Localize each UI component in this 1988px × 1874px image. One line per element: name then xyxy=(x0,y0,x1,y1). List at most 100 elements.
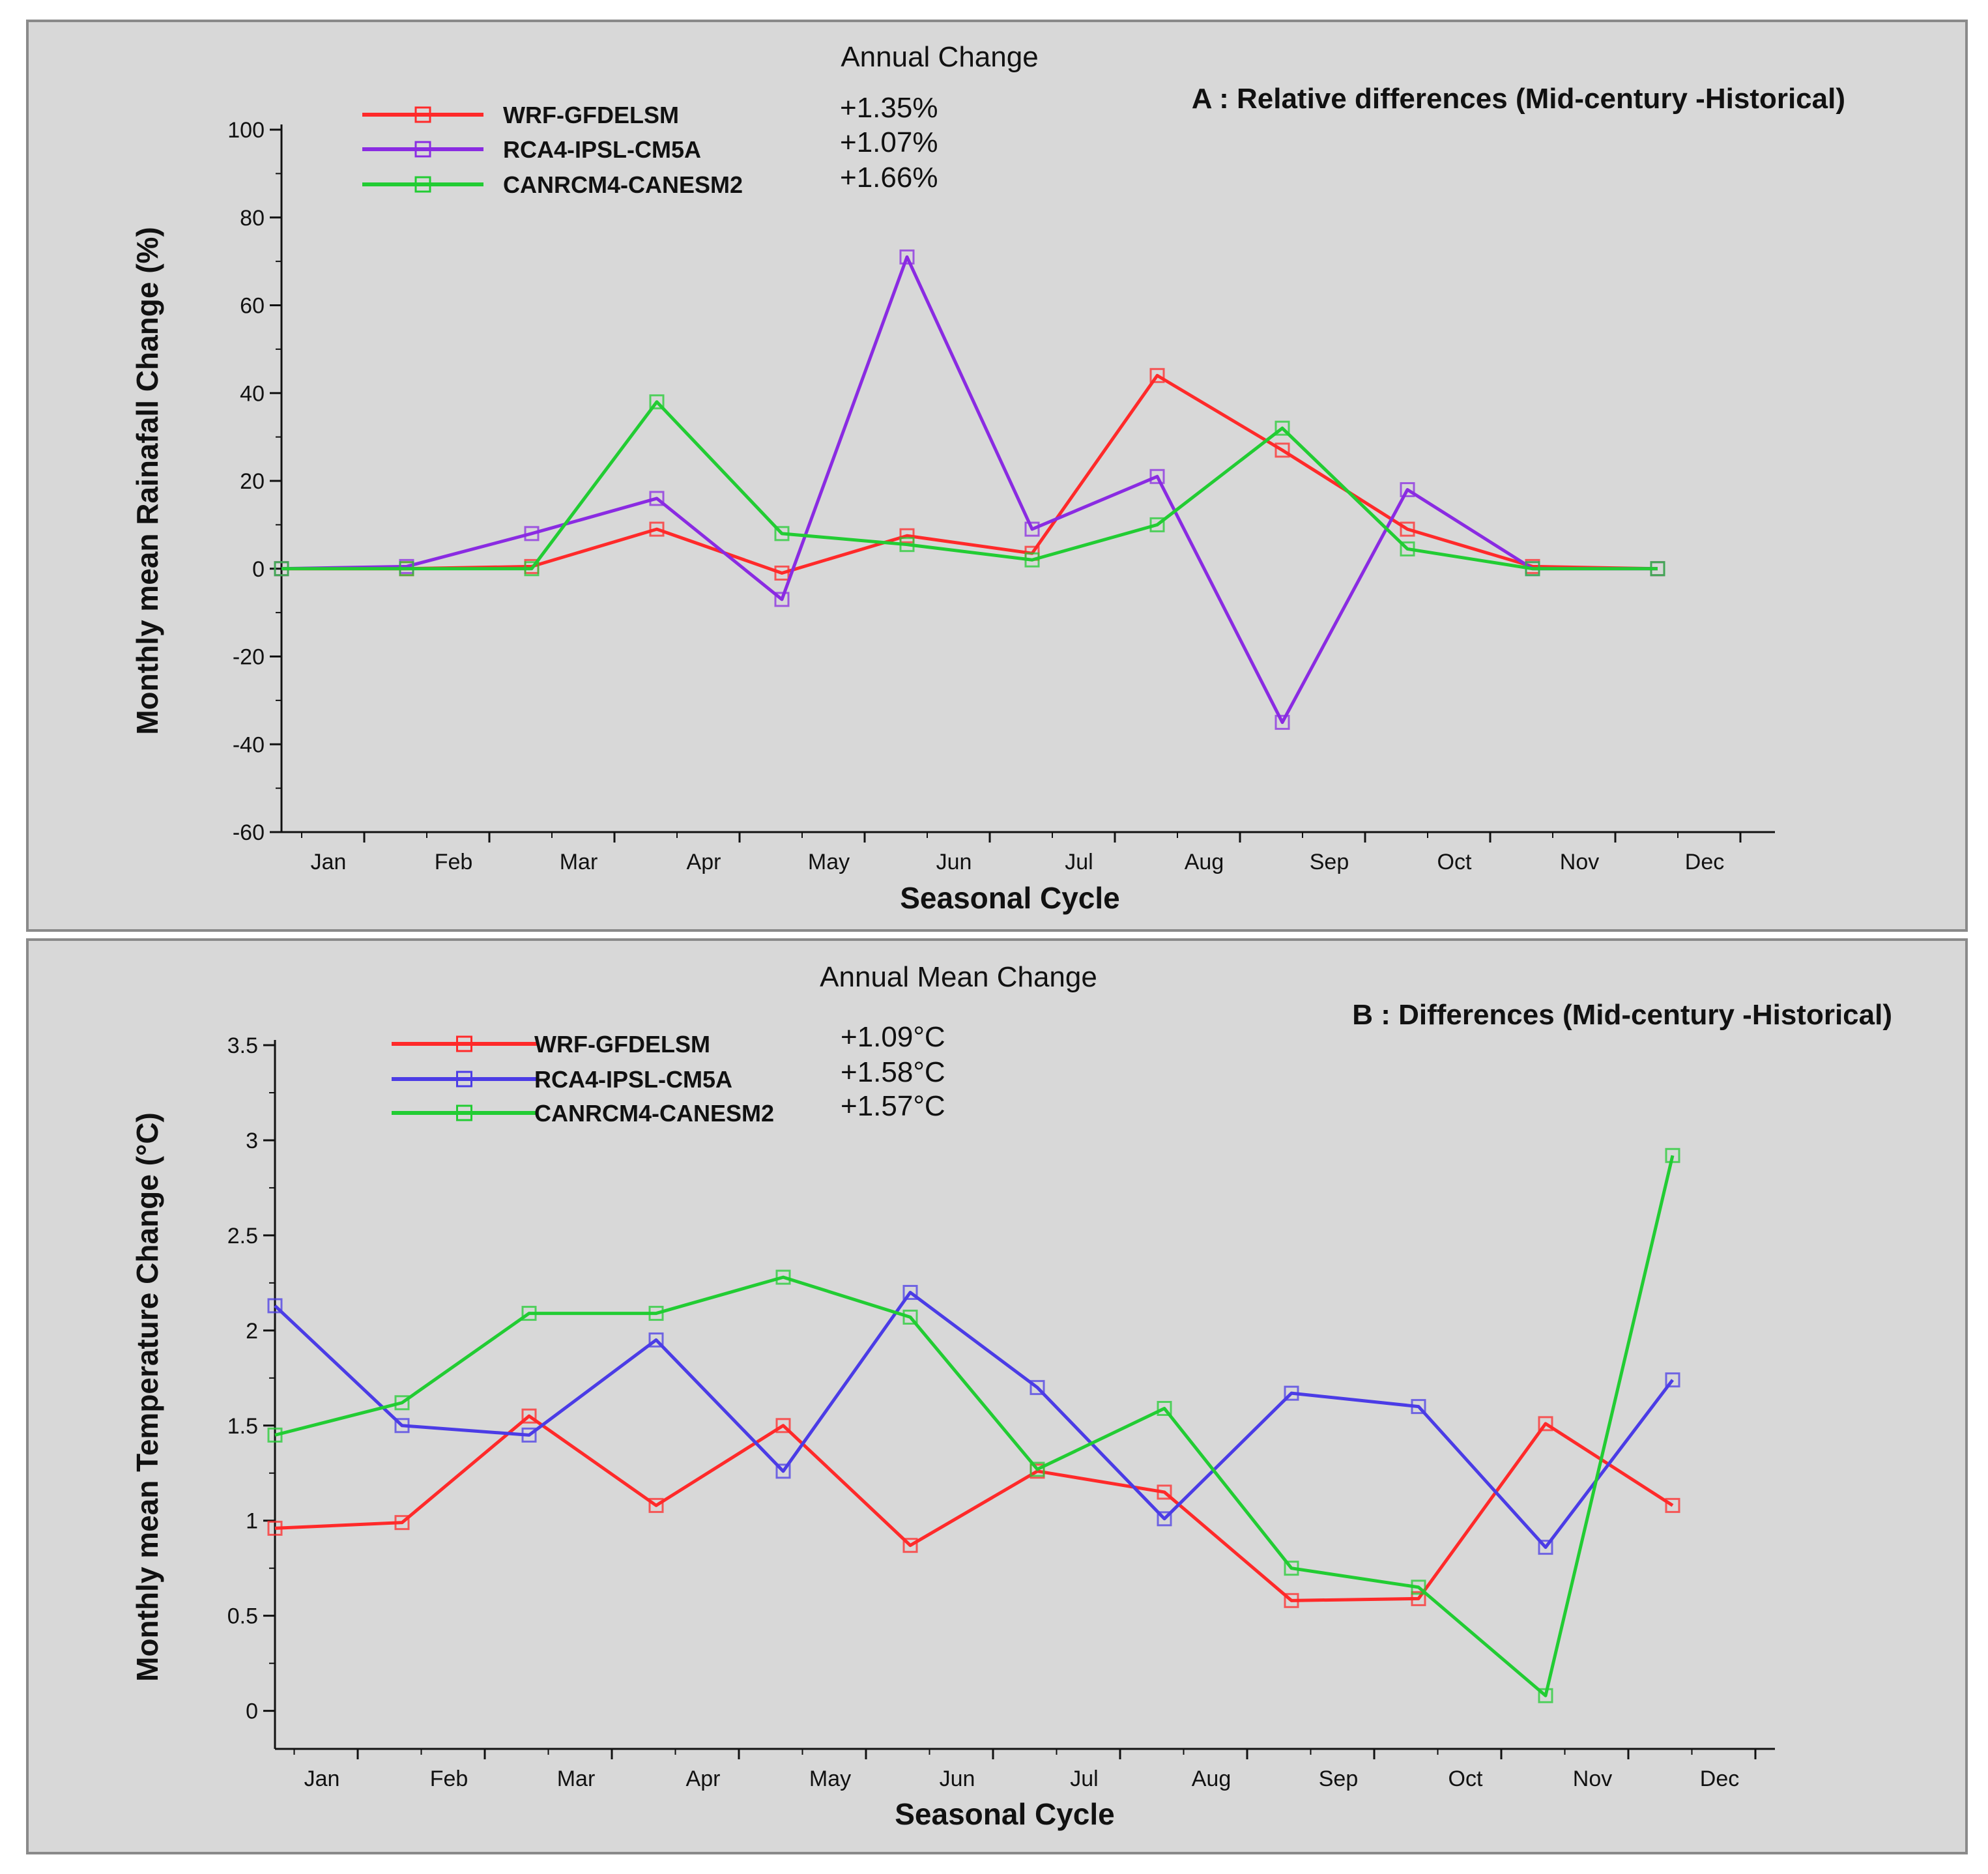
legend-swatch-marker xyxy=(456,1035,472,1052)
legend-annual-value: +1.07% xyxy=(840,126,938,158)
x-tick-label: Jun xyxy=(936,850,972,874)
data-point xyxy=(1400,482,1415,497)
y-tick-label: 0 xyxy=(252,557,265,582)
series-line xyxy=(274,1155,1675,1697)
x-tick-label: Mar xyxy=(557,1766,596,1791)
y-tick-label: 3 xyxy=(246,1129,258,1153)
data-point xyxy=(775,1269,791,1285)
legend-annual-value: +1.35% xyxy=(840,92,938,124)
x-tick-label: Sep xyxy=(1319,1766,1359,1791)
data-point xyxy=(1411,1579,1426,1595)
x-tick-label: Feb xyxy=(430,1766,468,1791)
data-point xyxy=(267,1520,283,1536)
data-point xyxy=(899,537,915,553)
y-tick-label: 1.5 xyxy=(227,1414,258,1439)
data-point xyxy=(1538,1540,1553,1555)
data-point xyxy=(274,561,289,577)
y-tick-label: -40 xyxy=(233,732,265,757)
y-tick-label: -60 xyxy=(233,820,265,845)
x-tick-label: Jul xyxy=(1070,1766,1098,1791)
y-tick-label: -20 xyxy=(233,645,265,670)
x-tick-label: Oct xyxy=(1437,850,1472,874)
x-tick-label: May xyxy=(808,850,850,874)
y-axis-title: Monthly mean Temperature Change (°C) xyxy=(130,1112,164,1682)
data-point xyxy=(1284,1593,1299,1608)
data-point xyxy=(524,526,540,541)
x-axis-title: Seasonal Cycle xyxy=(900,881,1120,915)
data-point xyxy=(902,1538,918,1553)
series-1 xyxy=(274,249,1665,730)
data-point xyxy=(1525,561,1540,577)
series-1 xyxy=(267,1284,1680,1555)
legend-swatch-marker xyxy=(414,141,431,158)
data-point xyxy=(648,1332,664,1348)
data-point xyxy=(902,1284,918,1300)
x-tick-label: Sep xyxy=(1310,850,1349,874)
data-point xyxy=(1275,715,1290,730)
data-point xyxy=(521,1427,537,1443)
data-point xyxy=(1411,1399,1426,1415)
y-tick-label: 60 xyxy=(240,294,265,319)
data-point xyxy=(649,491,665,506)
x-tick-label: Aug xyxy=(1185,850,1224,874)
chart-a: -60 -40 -20 0 20 40 60 80 100 Jan Feb Mar Apr May Jun J… xyxy=(130,41,1845,915)
data-point xyxy=(1400,521,1415,537)
data-point xyxy=(521,1408,537,1424)
data-point xyxy=(1538,1416,1553,1432)
series-line xyxy=(281,400,1658,571)
data-point xyxy=(1538,1688,1553,1703)
data-point xyxy=(1400,541,1415,556)
chart-subtitle: Annual Change xyxy=(841,41,1038,73)
data-point xyxy=(1149,468,1165,484)
legend-annual-value: +1.58°C xyxy=(841,1056,945,1088)
chart-b: 0 0.5 1 1.5 2 2.5 3 3.5 Jan Feb Mar Apr May Jun Jul Aug… xyxy=(130,961,1892,1831)
data-point xyxy=(1665,1147,1680,1163)
x-tick-label: Jan xyxy=(304,1766,340,1791)
x-tick-label: Dec xyxy=(1685,850,1724,874)
legend-label: RCA4-IPSL-CM5A xyxy=(503,136,701,163)
data-point xyxy=(1157,1401,1172,1417)
x-tick-label: Dec xyxy=(1700,1766,1739,1791)
legend-annual-value: +1.09°C xyxy=(841,1021,945,1053)
data-point xyxy=(267,1427,283,1443)
y-tick-label: 1 xyxy=(246,1509,258,1534)
series-line xyxy=(274,1414,1674,1602)
legend-swatch-marker xyxy=(456,1104,472,1121)
panel-b: 0 0.5 1 1.5 2 2.5 3 3.5 Jan Feb Mar Apr May Jun Jul Aug… xyxy=(26,938,1968,1854)
x-tick-label: Jul xyxy=(1065,850,1093,874)
x-tick-label: Oct xyxy=(1448,1766,1483,1791)
data-point xyxy=(899,528,915,543)
legend-label: RCA4-IPSL-CM5A xyxy=(534,1066,732,1093)
data-point xyxy=(394,1515,410,1531)
data-point xyxy=(1275,420,1290,436)
data-point xyxy=(267,1298,283,1314)
y-axis-title: Monthly mean Rainafall Change (%) xyxy=(130,227,164,735)
data-point xyxy=(1024,552,1040,568)
data-point xyxy=(524,561,540,577)
series-0 xyxy=(274,368,1665,581)
legend-swatch-marker xyxy=(456,1071,472,1088)
series-2 xyxy=(274,394,1665,577)
y-tick-label: 2 xyxy=(246,1319,258,1344)
y-tick-label: 40 xyxy=(240,381,265,406)
x-tick-label: Jan xyxy=(311,850,347,874)
legend-label: WRF-GFDELSM xyxy=(503,102,679,128)
data-point xyxy=(648,1306,664,1321)
data-point xyxy=(649,521,665,537)
x-tick-label: Apr xyxy=(686,1766,721,1791)
data-point xyxy=(774,565,790,581)
data-point xyxy=(1030,1462,1045,1477)
series-0 xyxy=(267,1408,1680,1608)
data-point xyxy=(1650,561,1665,577)
x-tick-label: May xyxy=(809,1766,851,1791)
legend-swatch-marker xyxy=(414,176,431,193)
x-tick-label: Nov xyxy=(1573,1766,1612,1791)
series-line xyxy=(281,373,1658,575)
data-point xyxy=(1157,1484,1172,1500)
data-point xyxy=(1149,368,1165,383)
x-tick-label: Aug xyxy=(1192,1766,1232,1791)
x-tick-label: Feb xyxy=(435,850,473,874)
data-point xyxy=(394,1395,410,1411)
x-tick-label: Jun xyxy=(940,1766,975,1791)
series-line xyxy=(281,255,1658,725)
